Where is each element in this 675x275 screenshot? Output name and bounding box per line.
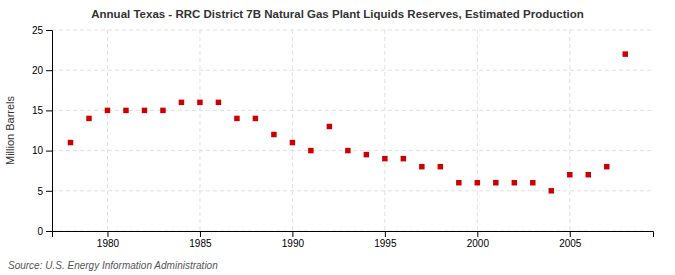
tick-mark: [200, 231, 201, 237]
point: [512, 180, 517, 185]
tick: 10: [32, 145, 52, 156]
tick-mark: [570, 231, 571, 237]
plot-area: 1980 1985 1990 1995 2000 2005 0 5 10 15 20 25: [32, 25, 654, 249]
axis-line: [53, 232, 654, 238]
point: [493, 180, 498, 185]
axis-line: [46, 31, 53, 232]
tick-mark: [46, 151, 52, 152]
point: [475, 180, 480, 185]
tick-mark: [46, 191, 52, 192]
grid-line: [52, 70, 653, 71]
point: [197, 100, 202, 105]
grid-line: [199, 30, 200, 231]
tick: 0: [37, 226, 52, 237]
y-axis-title: Million Barrels: [4, 95, 16, 165]
point: [142, 108, 147, 113]
tick-mark: [292, 231, 293, 237]
grid-line: [569, 30, 570, 231]
point: [271, 132, 276, 137]
tick-mark: [46, 70, 52, 71]
tick-label: 5: [37, 186, 43, 197]
point: [160, 108, 165, 113]
y-axis: 0 5 10 15 20 25: [32, 25, 53, 237]
point: [234, 116, 239, 121]
tick: 15: [32, 105, 52, 116]
tick: 20: [32, 65, 52, 76]
point: [345, 148, 350, 153]
grid-line: [52, 190, 653, 191]
tick-label: 25: [32, 25, 44, 36]
point: [419, 164, 424, 169]
tick-label: 0: [37, 226, 43, 237]
point: [216, 100, 221, 105]
tick-mark: [46, 231, 52, 232]
grid-line: [292, 30, 293, 231]
point: [456, 180, 461, 185]
point: [604, 164, 609, 169]
tick: 2000: [467, 231, 490, 249]
tick-label: 1985: [189, 238, 212, 249]
point: [123, 108, 128, 113]
tick: 1995: [374, 231, 397, 249]
point: [68, 140, 73, 145]
tick: 5: [37, 186, 52, 197]
tick-label: 1980: [97, 238, 120, 249]
grid: [52, 30, 653, 231]
tick-label: 1990: [282, 238, 305, 249]
tick-label: 2000: [467, 238, 490, 249]
point: [179, 100, 184, 105]
tick-mark: [385, 231, 386, 237]
tick-mark: [477, 231, 478, 237]
point: [364, 152, 369, 157]
point: [327, 124, 332, 129]
tick: 1980: [97, 231, 120, 249]
title: Annual Texas - RRC District 7B Natural G…: [91, 8, 584, 20]
tick-label: 1995: [374, 238, 397, 249]
point: [530, 180, 535, 185]
tick: 1990: [282, 231, 305, 249]
point: [549, 188, 554, 193]
tick-label: 20: [32, 65, 44, 76]
point: [105, 108, 110, 113]
chart: 1980 1985 1990 1995 2000 2005 0 5 10 15 20 25 Annual…: [0, 0, 675, 275]
point: [308, 148, 313, 153]
point: [438, 164, 443, 169]
point: [253, 116, 258, 121]
tick-label: 2005: [559, 238, 582, 249]
x-axis: 1980 1985 1990 1995 2000 2005: [53, 231, 654, 249]
tick-label: 10: [32, 145, 44, 156]
point: [86, 116, 91, 121]
point: [567, 172, 572, 177]
point: [401, 156, 406, 161]
grid-line: [384, 30, 385, 231]
grid-line: [477, 30, 478, 231]
tick-mark: [46, 30, 52, 31]
tick: 1985: [189, 231, 212, 249]
tick: 25: [32, 25, 52, 36]
source: Source: U.S. Energy Information Administ…: [8, 260, 218, 271]
points: [68, 51, 628, 193]
grid-line: [52, 150, 653, 151]
point: [290, 140, 295, 145]
point: [586, 172, 591, 177]
grid-line: [107, 30, 108, 231]
tick: 2005: [559, 231, 582, 249]
tick-label: 15: [32, 105, 44, 116]
tick-mark: [107, 231, 108, 237]
point: [382, 156, 387, 161]
grid-line: [52, 30, 653, 31]
tick-mark: [46, 110, 52, 111]
point: [623, 51, 628, 56]
